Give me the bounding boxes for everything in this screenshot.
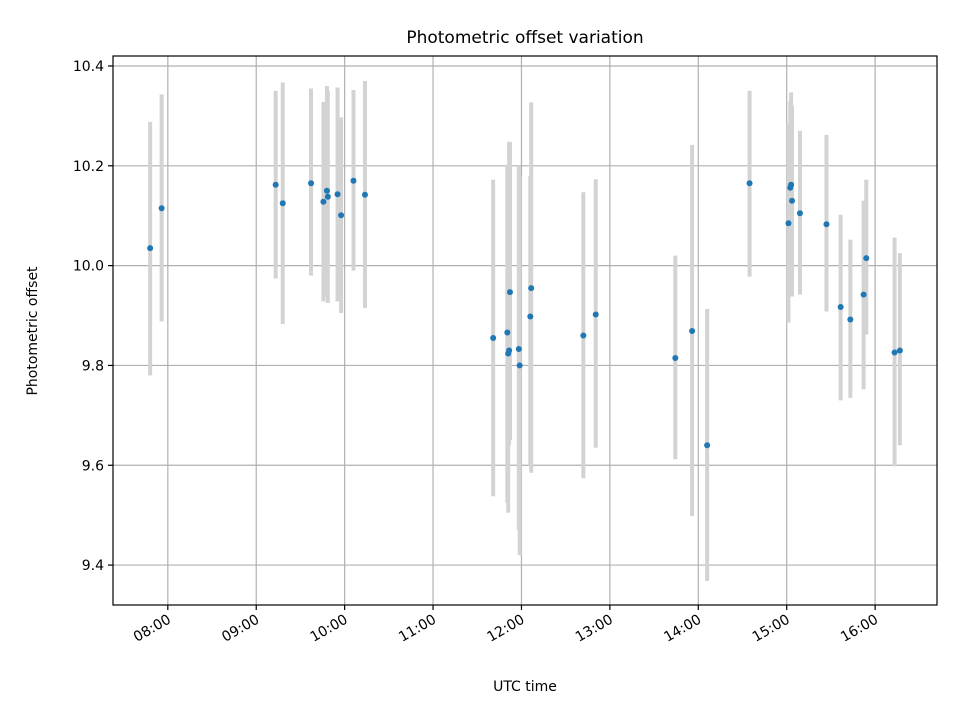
y-tick-label: 10.4	[73, 59, 104, 75]
data-point	[350, 177, 357, 184]
data-point	[580, 332, 587, 339]
data-point	[788, 181, 795, 188]
y-tick-label: 9.8	[82, 358, 104, 374]
data-point	[796, 210, 803, 217]
data-point	[308, 180, 315, 187]
chart-title: Photometric offset variation	[406, 28, 643, 48]
data-point	[847, 316, 854, 323]
x-tick-label: 10:00	[308, 612, 351, 646]
data-point	[672, 354, 679, 361]
x-tick-label: 16:00	[838, 612, 881, 646]
axis-ticks: 08:00 09:00 10:00 11:00 12:00 13:00 14:00 15:00…	[73, 59, 881, 646]
x-tick-label: 12:00	[485, 612, 528, 646]
data-point	[789, 197, 796, 204]
x-tick-label: 09:00	[219, 612, 262, 646]
data-point	[896, 347, 903, 354]
y-axis-label: Photometric offset	[25, 266, 41, 396]
x-tick-label: 15:00	[750, 612, 793, 646]
x-axis-label: UTC time	[493, 679, 557, 695]
y-tick-label: 10.0	[73, 259, 104, 275]
data-point	[527, 313, 534, 320]
data-point	[334, 191, 341, 198]
data-point	[158, 205, 165, 212]
data-point	[272, 181, 279, 188]
data-point	[506, 289, 513, 296]
data-points	[147, 177, 903, 449]
grid	[113, 56, 937, 605]
x-tick-label: 11:00	[396, 612, 439, 646]
x-tick-label: 14:00	[661, 612, 704, 646]
y-tick-label: 9.4	[82, 558, 104, 574]
data-point	[891, 349, 898, 356]
data-point	[689, 327, 696, 334]
data-point	[863, 255, 870, 262]
data-point	[823, 221, 830, 228]
data-point	[504, 329, 511, 336]
plot-frame	[112, 55, 938, 606]
data-point	[147, 245, 154, 252]
data-point	[490, 334, 497, 341]
x-tick-label: 08:00	[131, 612, 174, 646]
data-point	[320, 198, 327, 205]
data-point	[528, 285, 535, 292]
y-tick-label: 10.2	[73, 159, 104, 175]
data-point	[860, 291, 867, 298]
data-point	[515, 345, 522, 352]
data-point	[837, 304, 844, 311]
error-bars	[148, 80, 902, 582]
y-tick-label: 9.6	[82, 458, 104, 474]
data-point	[592, 311, 599, 318]
data-point	[361, 191, 368, 198]
data-point	[506, 347, 513, 354]
data-point	[323, 187, 330, 194]
data-point	[516, 362, 523, 369]
data-point	[746, 180, 753, 187]
data-point	[704, 442, 711, 449]
data-point	[785, 220, 792, 227]
data-point	[279, 200, 286, 207]
data-point	[338, 212, 345, 219]
x-tick-label: 13:00	[573, 612, 616, 646]
data-point	[324, 193, 331, 200]
